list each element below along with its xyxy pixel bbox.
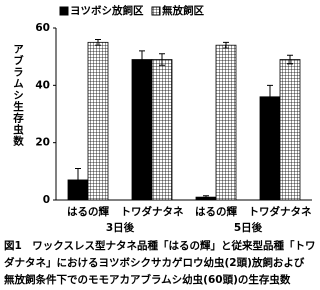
bar — [131, 59, 153, 201]
bar — [279, 59, 301, 201]
x-tick-label: はるの輝 — [67, 205, 109, 218]
bar — [215, 44, 237, 201]
error-bar — [287, 54, 293, 65]
x-tick-label: トワダナタネ — [249, 205, 312, 218]
bar — [151, 59, 173, 201]
x-tick-label: はるの輝 — [195, 205, 237, 218]
error-bar — [139, 50, 145, 69]
caption-line: ダナタネ」におけるヨツボシクサカゲロウ幼虫(2頭)放飼および — [4, 256, 305, 269]
error-bar — [267, 84, 273, 109]
bar — [259, 96, 281, 201]
legend-label: ヨツボシ放飼区 — [70, 4, 144, 17]
y-tick-label: 0 — [43, 194, 50, 206]
y-axis-label: アブラムシ生存虫数 — [12, 43, 24, 147]
error-bar — [75, 167, 81, 192]
group-label: 5日後 — [234, 221, 263, 234]
group-label: 3日後 — [106, 221, 135, 234]
error-bar — [203, 195, 209, 200]
bar — [87, 41, 109, 201]
error-bar — [95, 38, 101, 46]
x-tick-label: トワダナタネ — [121, 205, 184, 218]
error-bar — [159, 53, 165, 66]
error-bar — [223, 41, 229, 49]
y-tick-label: 20 — [35, 137, 50, 149]
legend-swatch — [59, 6, 69, 16]
legend-swatch — [151, 6, 161, 16]
y-tick-label: 60 — [35, 22, 50, 34]
caption-line: 無放飼条件下でのモモアカアブラムシ幼虫(60頭)の生存虫数 — [4, 273, 291, 286]
y-tick-label: 40 — [35, 79, 50, 91]
legend-label: 無放飼区 — [162, 4, 204, 17]
caption-line: 図1 ワックスレス型ナタネ品種「はるの輝」と従来型品種「トワ — [4, 239, 316, 252]
